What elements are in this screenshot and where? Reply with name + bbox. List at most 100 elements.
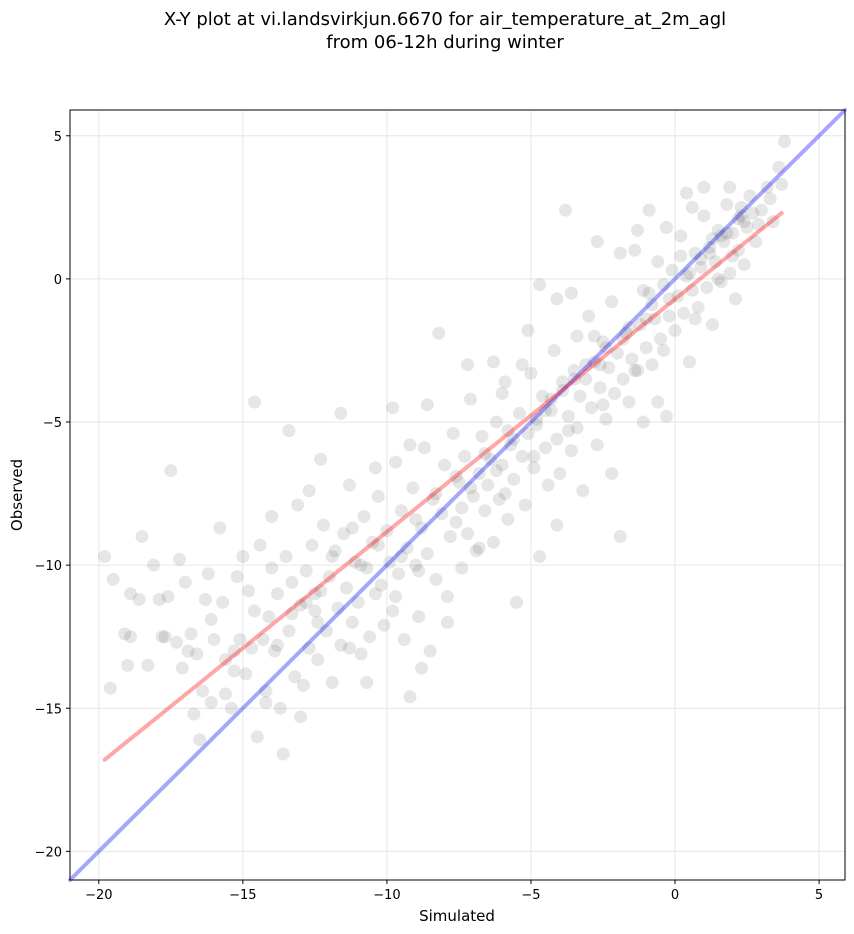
data-point — [463, 392, 477, 406]
data-point — [190, 647, 204, 661]
data-point — [322, 570, 336, 584]
data-point — [135, 530, 149, 544]
data-point — [386, 401, 400, 415]
data-point — [731, 212, 745, 226]
y-tick-label: 0 — [54, 273, 62, 288]
data-point — [204, 696, 218, 710]
data-point — [734, 209, 748, 223]
data-point — [599, 341, 613, 355]
data-point — [656, 343, 670, 357]
data-point — [420, 398, 434, 412]
data-point — [659, 409, 673, 423]
data-point — [446, 426, 460, 440]
data-point — [521, 323, 535, 337]
data-point — [443, 530, 457, 544]
data-point — [674, 229, 688, 243]
data-point — [463, 481, 477, 495]
data-point — [389, 455, 403, 469]
data-point — [296, 678, 310, 692]
data-point — [671, 289, 685, 303]
data-point — [475, 429, 489, 443]
data-point — [403, 438, 417, 452]
data-point — [487, 535, 501, 549]
data-point — [461, 527, 475, 541]
data-point — [325, 675, 339, 689]
data-point — [527, 449, 541, 463]
data-point — [720, 197, 734, 211]
data-point — [224, 701, 238, 715]
data-point — [363, 630, 377, 644]
data-point — [311, 653, 325, 667]
data-point — [544, 404, 558, 418]
data-point — [662, 292, 676, 306]
data-point — [553, 467, 567, 481]
y-tick-label: −10 — [35, 559, 62, 574]
data-point — [507, 472, 521, 486]
data-point — [746, 206, 760, 220]
fit-lines — [68, 108, 847, 882]
data-point — [268, 644, 282, 658]
data-point — [219, 653, 233, 667]
data-point — [400, 541, 414, 555]
data-point — [193, 733, 207, 747]
data-point — [282, 424, 296, 438]
data-point — [504, 438, 518, 452]
data-point — [599, 412, 613, 426]
data-point — [270, 587, 284, 601]
data-point — [308, 604, 322, 618]
data-point — [703, 240, 717, 254]
data-point — [423, 644, 437, 658]
data-point — [377, 618, 391, 632]
data-point — [259, 684, 273, 698]
data-point — [213, 521, 227, 535]
data-point — [276, 747, 290, 761]
data-point — [314, 452, 328, 466]
data-point — [608, 386, 622, 400]
data-point — [760, 180, 774, 194]
data-point — [440, 615, 454, 629]
data-point — [317, 518, 331, 532]
data-point — [141, 658, 155, 672]
y-tick-label: 5 — [54, 130, 62, 145]
data-point — [279, 550, 293, 564]
data-point — [124, 587, 138, 601]
data-point — [547, 343, 561, 357]
data-point — [737, 215, 751, 229]
data-point — [720, 226, 734, 240]
y-axis-ticks: −20 −15 −10 −5 0 5 — [35, 130, 70, 860]
data-point — [472, 467, 486, 481]
data-point — [564, 286, 578, 300]
data-point — [527, 461, 541, 475]
data-point — [302, 484, 316, 498]
data-point — [703, 246, 717, 260]
data-point — [731, 243, 745, 257]
data-point — [498, 375, 512, 389]
data-point — [616, 332, 630, 346]
data-point — [691, 301, 705, 315]
data-point — [291, 498, 305, 512]
data-point — [449, 515, 463, 529]
x-tick-label: −20 — [85, 888, 112, 903]
data-point — [512, 406, 526, 420]
data-point — [533, 278, 547, 292]
data-point — [478, 446, 492, 460]
data-point — [668, 323, 682, 337]
data-point — [694, 252, 708, 266]
data-point — [293, 710, 307, 724]
data-point — [227, 664, 241, 678]
data-point — [466, 489, 480, 503]
data-point — [677, 306, 691, 320]
data-point — [688, 246, 702, 260]
data-point — [507, 432, 521, 446]
data-point — [605, 467, 619, 481]
data-point — [697, 209, 711, 223]
data-point — [420, 547, 434, 561]
data-point — [175, 661, 189, 675]
data-point — [622, 321, 636, 335]
data-point — [541, 478, 555, 492]
data-point — [302, 641, 316, 655]
regression-line — [68, 108, 847, 882]
data-point — [386, 604, 400, 618]
x-tick-label: 0 — [671, 888, 679, 903]
data-point — [230, 570, 244, 584]
